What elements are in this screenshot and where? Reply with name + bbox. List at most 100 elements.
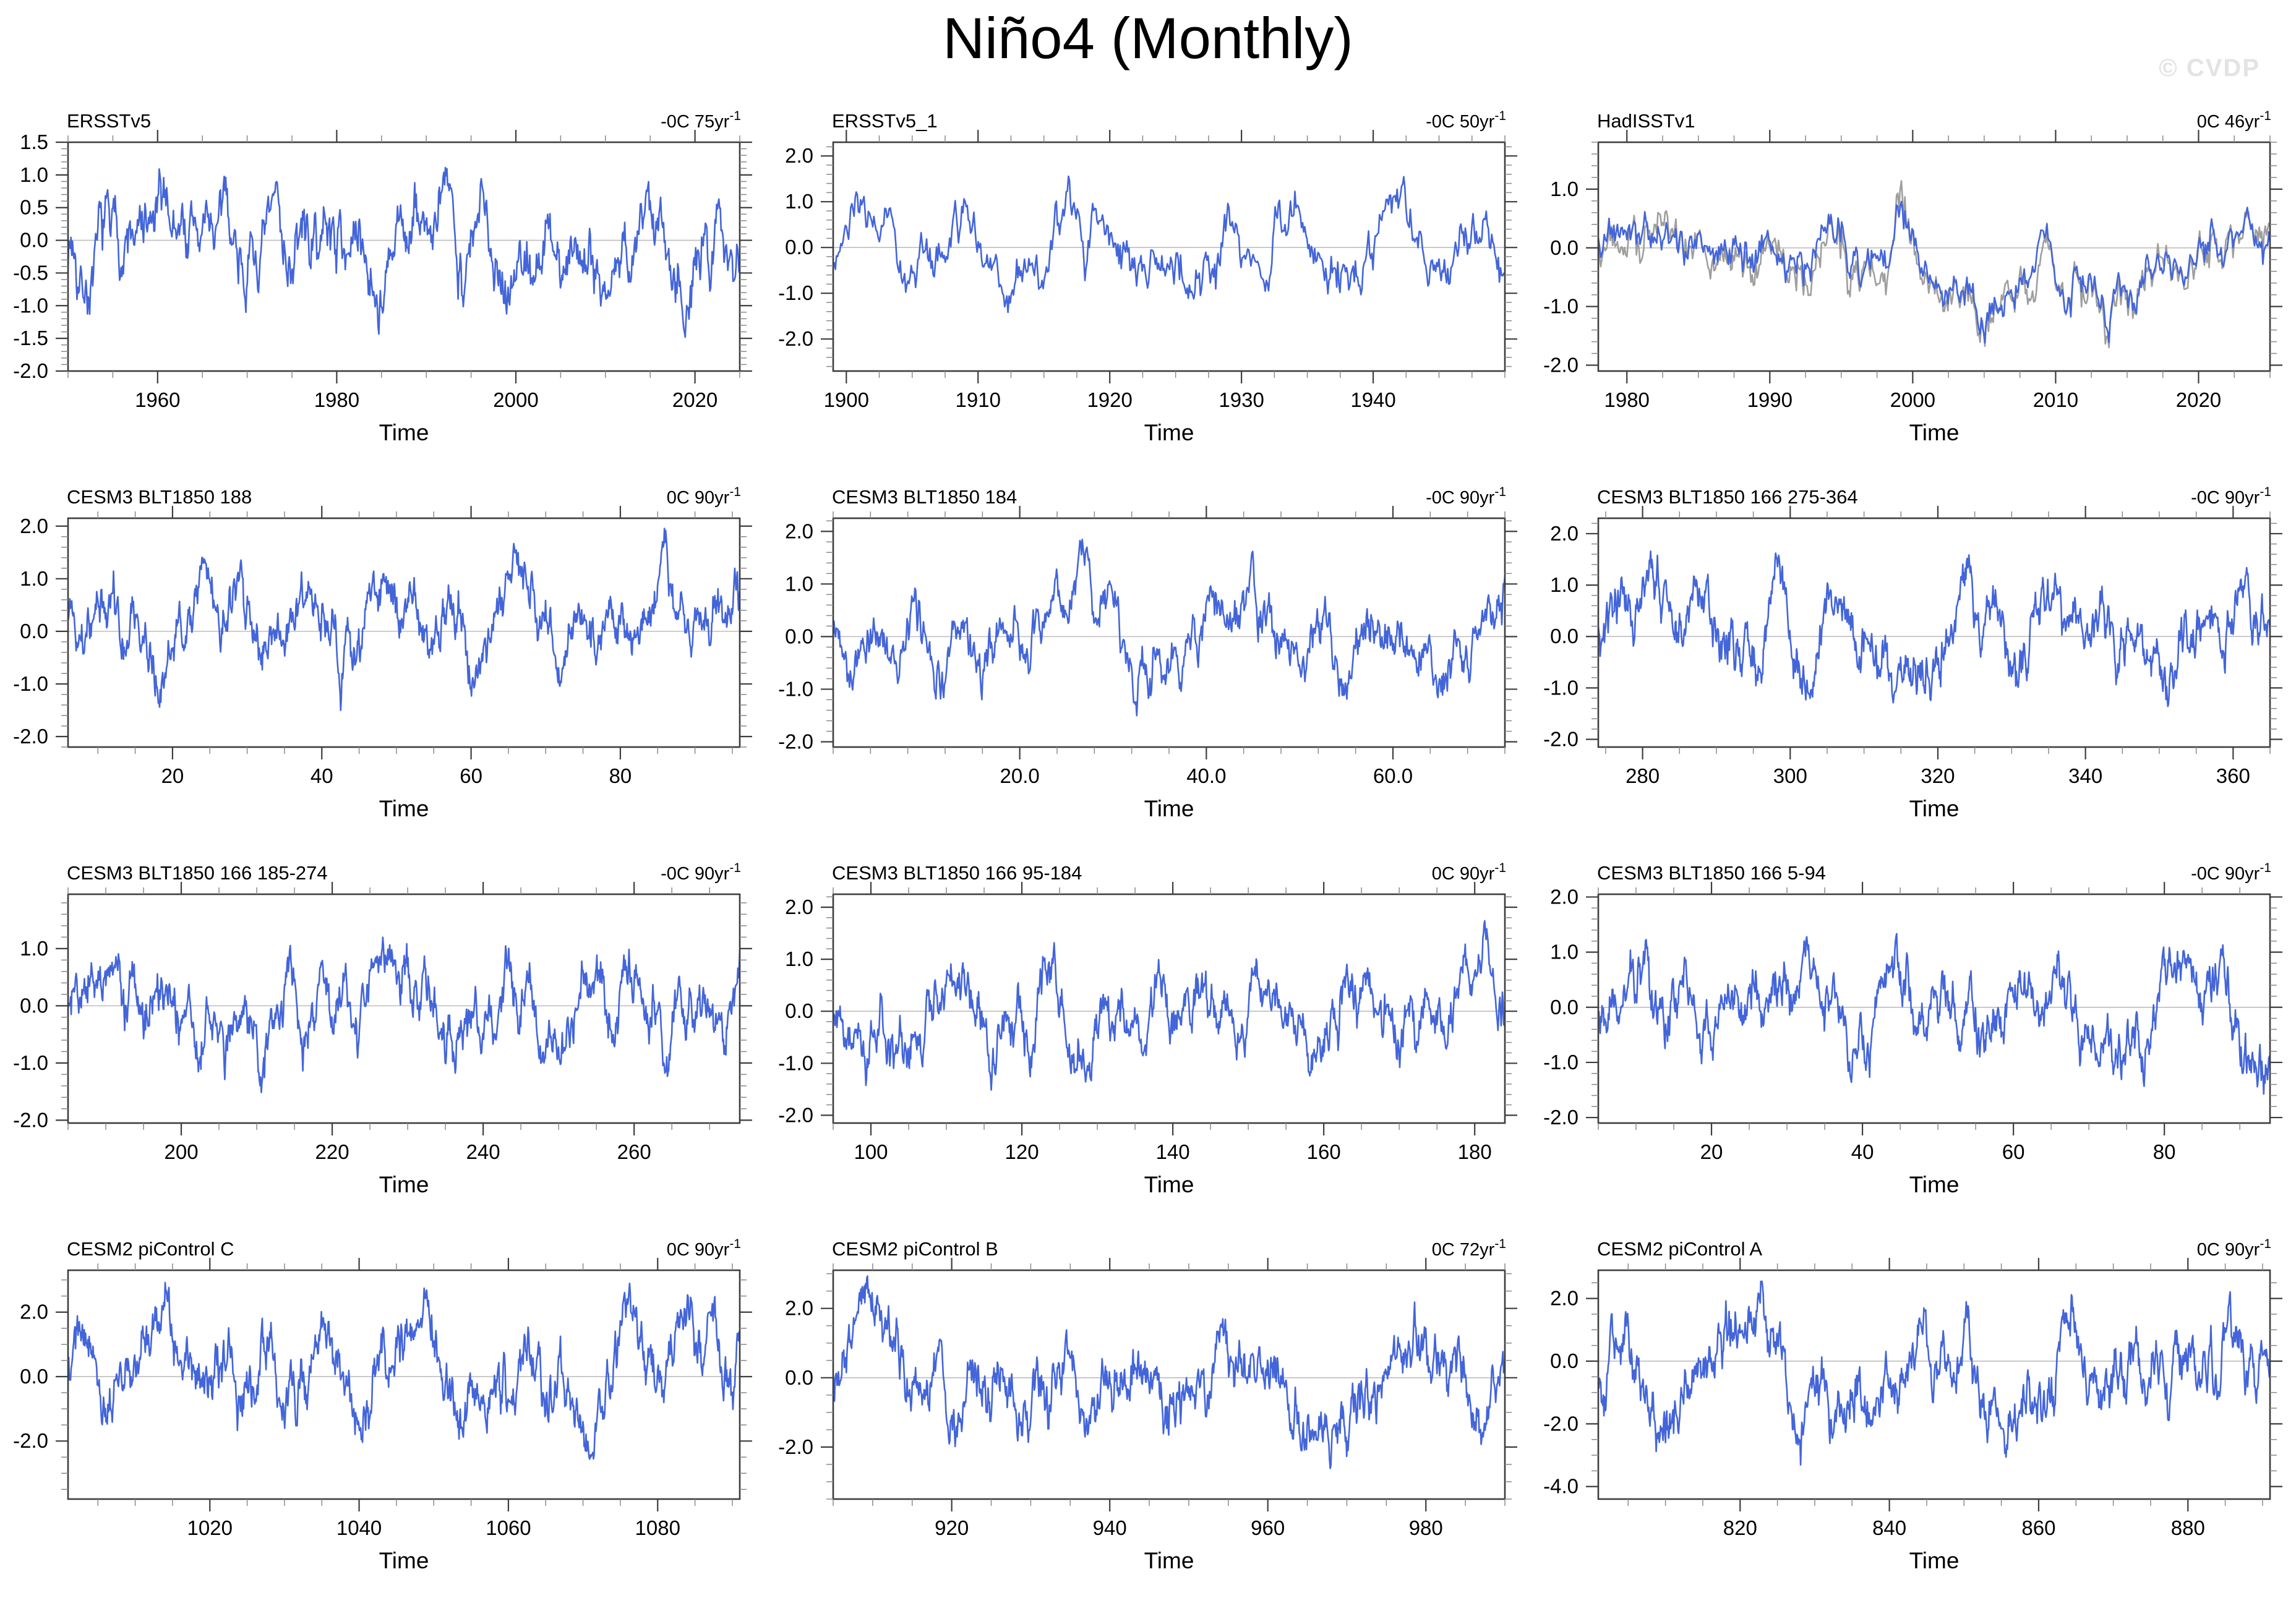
x-tick-label: 40 bbox=[311, 764, 333, 787]
x-tick-label: 1980 bbox=[314, 388, 359, 411]
y-tick-label: 0.0 bbox=[20, 620, 48, 643]
x-tick-label: 260 bbox=[617, 1140, 651, 1163]
chart-panel-8: 20 40 60 80 2.0 1.0 0.0 -1.0 -2.0 CESM3 BLT1850 1… bbox=[1543, 861, 2282, 1197]
chart-panel-3: 20 40 60 80 2.0 1.0 0.0 -1.0 -2.0 CESM3 BLT1850 1… bbox=[13, 485, 752, 821]
minor-ticks bbox=[61, 511, 747, 754]
y-tick-label: -2.0 bbox=[1543, 354, 1578, 377]
y-tick-label: -2.0 bbox=[1543, 1412, 1578, 1435]
y-tick-label: -2.0 bbox=[1543, 728, 1578, 751]
chart-panel-2: 1980 1990 2000 2010 2020 1.0 0.0 -1.0 -2.0 HadISS… bbox=[1543, 109, 2282, 445]
data-line-CESM2 piControl B bbox=[833, 1275, 1505, 1469]
chart-panel-0: 1960 1980 2000 2020 1.5 1.0 0.5 0.0 -0.5 -1.0 -1.5… bbox=[13, 109, 752, 445]
chart-panel-4: 20.0 40.0 60.0 2.0 1.0 0.0 -1.0 -2.0 CESM3 BLT18… bbox=[778, 485, 1517, 821]
x-tick-label: 20.0 bbox=[1000, 764, 1040, 787]
y-tick-label: -1.0 bbox=[1543, 295, 1578, 318]
y-tick-label: 1.0 bbox=[1550, 573, 1578, 596]
trend-label: -0C 75yr-1 bbox=[661, 109, 741, 132]
chart-panel-10: 920 940 960 980 2.0 0.0 -2.0 CESM2 piControl B 0… bbox=[778, 1237, 1517, 1573]
page-title: Niño4 (Monthly) bbox=[943, 6, 1353, 71]
x-tick-label: 240 bbox=[466, 1140, 500, 1163]
data-line-CESM3 BLT1850 184 bbox=[833, 539, 1505, 717]
major-ticks bbox=[821, 506, 1517, 759]
chart-title: ERSSTv5_1 bbox=[832, 110, 938, 132]
x-tick-label: 180 bbox=[1458, 1140, 1492, 1163]
x-tick-label: 1920 bbox=[1087, 388, 1132, 411]
x-tick-label: 300 bbox=[1773, 764, 1807, 787]
x-axis-label: Time bbox=[1144, 1548, 1194, 1573]
y-tick-label: -2.0 bbox=[13, 1429, 48, 1452]
data-line-CESM3 BLT1850 166 275-364 bbox=[1598, 550, 2270, 707]
x-tick-label: 140 bbox=[1156, 1140, 1190, 1163]
x-tick-label: 360 bbox=[2216, 764, 2250, 787]
y-tick-label: -2.0 bbox=[13, 725, 48, 748]
x-tick-label: 820 bbox=[1723, 1516, 1757, 1539]
trend-label: 0C 90yr-1 bbox=[2197, 1237, 2271, 1260]
x-tick-label: 200 bbox=[165, 1140, 199, 1163]
trend-label: 0C 90yr-1 bbox=[667, 1237, 741, 1260]
x-tick-label: 220 bbox=[315, 1140, 349, 1163]
x-tick-label: 40.0 bbox=[1186, 764, 1226, 787]
major-ticks bbox=[56, 1258, 752, 1511]
x-axis-label: Time bbox=[1909, 796, 1960, 821]
plot-frame bbox=[67, 893, 741, 1124]
minor-ticks bbox=[1591, 135, 2277, 378]
plot-frame bbox=[832, 1269, 1506, 1500]
y-tick-label: 0.0 bbox=[785, 999, 813, 1022]
cvdp-watermark: © CVDP bbox=[2159, 54, 2260, 82]
x-axis-label: Time bbox=[379, 1548, 429, 1573]
y-tick-label: 1.0 bbox=[20, 163, 48, 186]
y-tick-label: 2.0 bbox=[785, 895, 813, 918]
trend-label: 0C 46yr-1 bbox=[2197, 109, 2271, 132]
charts-grid: 1960 1980 2000 2020 1.5 1.0 0.5 0.0 -0.5 -1.0 -1.5… bbox=[0, 106, 2296, 1610]
x-tick-label: 1020 bbox=[187, 1516, 233, 1539]
x-tick-label: 80 bbox=[609, 764, 632, 787]
x-tick-label: 1960 bbox=[135, 388, 180, 411]
y-tick-label: 1.0 bbox=[785, 572, 813, 595]
chart-title: CESM3 BLT1850 166 275-364 bbox=[1597, 486, 1858, 508]
y-tick-label: -2.0 bbox=[778, 1103, 813, 1126]
y-tick-label: -2.0 bbox=[13, 1108, 48, 1131]
trend-label: -0C 50yr-1 bbox=[1426, 109, 1506, 132]
y-tick-label: 0.0 bbox=[1550, 625, 1578, 647]
y-tick-label: 1.0 bbox=[785, 947, 813, 970]
minor-ticks bbox=[1591, 511, 2277, 754]
data-line-CESM3 BLT1850 166 95-184 bbox=[833, 920, 1505, 1091]
chart-title: CESM2 piControl B bbox=[832, 1238, 998, 1260]
chart-panel-5: 280 300 320 340 360 2.0 1.0 0.0 -1.0 -2.0 CESM3 BL… bbox=[1543, 485, 2282, 821]
x-tick-label: 2010 bbox=[2033, 388, 2078, 411]
x-tick-label: 1930 bbox=[1219, 388, 1264, 411]
x-tick-label: 280 bbox=[1626, 764, 1660, 787]
trend-label: -0C 90yr-1 bbox=[661, 861, 741, 884]
y-tick-label: 1.0 bbox=[1550, 941, 1578, 964]
data-line-CESM3 BLT1850 188 bbox=[68, 528, 740, 711]
x-axis-label: Time bbox=[1144, 796, 1194, 821]
plot-frame bbox=[67, 517, 741, 748]
x-tick-label: 100 bbox=[854, 1140, 888, 1163]
minor-ticks bbox=[61, 1263, 747, 1506]
minor-ticks bbox=[826, 511, 1512, 754]
y-tick-label: 2.0 bbox=[20, 515, 48, 537]
minor-ticks bbox=[826, 135, 1512, 378]
plot-frame bbox=[1597, 517, 2271, 748]
y-tick-label: -2.0 bbox=[13, 359, 48, 382]
x-tick-label: 120 bbox=[1005, 1140, 1039, 1163]
data-line-HadISSTv1 bbox=[1598, 200, 2270, 344]
y-tick-label: 2.0 bbox=[1550, 885, 1578, 908]
x-tick-label: 940 bbox=[1093, 1516, 1127, 1539]
y-tick-label: -2.0 bbox=[1543, 1106, 1578, 1129]
major-ticks bbox=[1586, 882, 2282, 1135]
major-ticks bbox=[56, 506, 752, 759]
plot-frame bbox=[67, 141, 741, 372]
chart-title: CESM3 BLT1850 166 95-184 bbox=[832, 862, 1082, 884]
data-line-CESM3 BLT1850 166 185-274 bbox=[68, 936, 740, 1093]
major-ticks bbox=[1586, 506, 2282, 759]
x-tick-label: 1990 bbox=[1747, 388, 1793, 411]
chart-panel-9: 1020 1040 1060 1080 2.0 0.0 -2.0 CESM2 piContro… bbox=[13, 1237, 752, 1573]
y-tick-label: -1.0 bbox=[1543, 676, 1578, 699]
chart-panel-11: 820 840 860 880 2.0 0.0 -2.0 -4.0 CESM2 piContro… bbox=[1543, 1237, 2282, 1573]
x-tick-label: 2020 bbox=[2176, 388, 2221, 411]
x-axis-label: Time bbox=[1909, 420, 1960, 445]
x-tick-label: 1900 bbox=[824, 388, 869, 411]
y-tick-label: -4.0 bbox=[1543, 1475, 1578, 1498]
x-tick-label: 1040 bbox=[336, 1516, 382, 1539]
